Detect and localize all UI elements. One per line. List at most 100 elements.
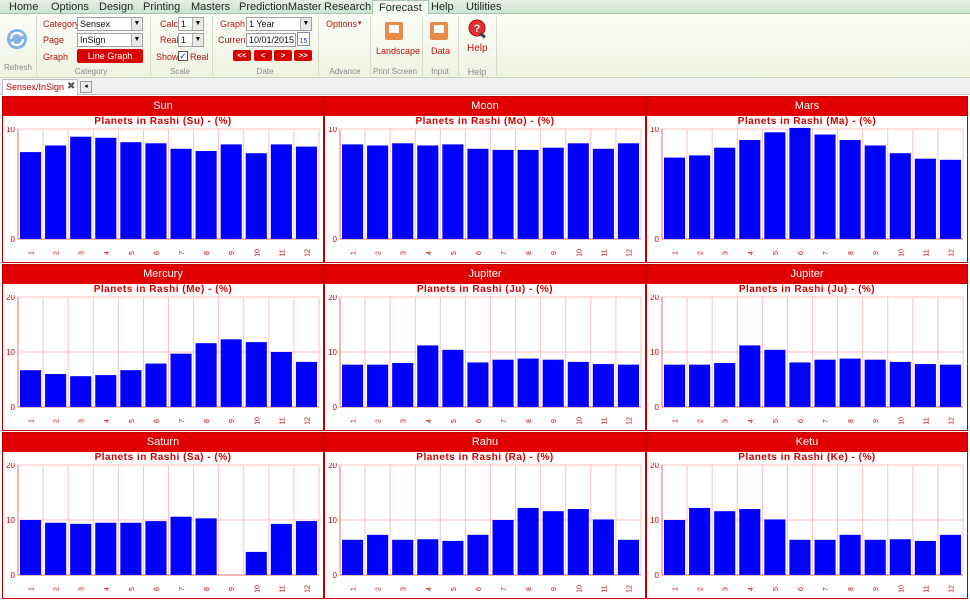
bar xyxy=(889,361,911,407)
calc-select[interactable]: 1 ▼ xyxy=(178,17,204,31)
document-tab-strip: Sensex/InSign ✖ ◂ xyxy=(0,78,970,95)
x-tick-label: 3 xyxy=(79,587,86,591)
bar xyxy=(839,358,861,407)
x-tick-label: 2 xyxy=(376,587,383,591)
x-tick-label: 5 xyxy=(451,251,458,255)
chart-panel-rahu: Rahu Planets in Rashi (Ra) - (%) 0 10 20 1 2… xyxy=(324,432,646,599)
x-tick-label: 11 xyxy=(923,417,930,424)
bar xyxy=(814,539,836,575)
bar xyxy=(789,539,811,575)
category-select[interactable]: Sensex ▼ xyxy=(77,17,143,31)
menu-home[interactable]: Home xyxy=(9,1,39,13)
x-tick-label: 10 xyxy=(254,417,261,425)
y-tick-label: 10 xyxy=(328,516,337,525)
menu-masters[interactable]: Masters xyxy=(191,1,231,13)
y-tick-label: 10 xyxy=(328,127,337,134)
bar xyxy=(270,352,292,407)
bar xyxy=(20,520,42,575)
bar xyxy=(814,134,836,239)
bar xyxy=(814,359,836,407)
x-tick-label: 6 xyxy=(154,251,161,255)
calendar-icon[interactable]: 15 xyxy=(297,32,310,46)
menu-research[interactable]: Research xyxy=(324,1,372,13)
tab-label: Sensex/InSign xyxy=(6,82,65,92)
nav-first-button[interactable]: << xyxy=(233,50,251,61)
y-tick-label: 10 xyxy=(6,516,15,525)
bar xyxy=(245,342,267,407)
close-icon[interactable]: ✖ xyxy=(67,81,76,92)
menu-options[interactable]: Options xyxy=(51,1,89,13)
bar xyxy=(542,511,564,575)
menu-help[interactable]: Help xyxy=(431,1,454,13)
refresh-icon xyxy=(7,29,27,49)
refresh-button[interactable] xyxy=(5,27,29,51)
y-tick-label: 20 xyxy=(650,295,659,302)
x-tick-label: 6 xyxy=(476,419,483,423)
bar xyxy=(342,539,364,575)
bar xyxy=(664,364,686,407)
x-tick-label: 8 xyxy=(848,587,855,591)
landscape-button[interactable]: Landscape xyxy=(376,46,421,56)
options-dropdown[interactable]: Options xyxy=(326,19,358,29)
bar xyxy=(417,145,439,239)
panel-title: Jupiter xyxy=(325,265,645,284)
x-tick-label: 12 xyxy=(948,585,955,593)
bar xyxy=(617,364,639,407)
bar xyxy=(367,145,389,239)
bar xyxy=(342,144,364,239)
x-tick-label: 1 xyxy=(29,587,36,591)
nav-next-button[interactable]: > xyxy=(274,50,292,61)
bar xyxy=(20,152,42,239)
x-tick-label: 5 xyxy=(773,419,780,423)
help-button[interactable]: Help xyxy=(467,43,488,54)
x-tick-label: 4 xyxy=(104,587,111,591)
real-select[interactable]: 1 ▼ xyxy=(178,33,204,47)
chart-panel-ketu: Ketu Planets in Rashi (Ke) - (%) 0 10 20 1 2… xyxy=(646,432,968,599)
menu-design[interactable]: Design xyxy=(99,1,134,13)
category-label: Category xyxy=(43,19,80,29)
current-date-field[interactable]: 10/01/2015 xyxy=(246,33,296,47)
chart-panel-moon: Moon Planets in Rashi (Mo) - (%) 0 10 1 2 3 4… xyxy=(324,96,646,263)
x-tick-label: 7 xyxy=(179,419,186,423)
chart-subtitle: Planets in Rashi (Sa) - (%) xyxy=(94,452,232,463)
y-tick-label: 10 xyxy=(650,516,659,525)
bar xyxy=(245,551,267,575)
nav-prev-button[interactable]: < xyxy=(254,50,272,61)
bar xyxy=(914,158,936,239)
category-select-value: Sensex xyxy=(80,19,111,29)
line-graph-button[interactable]: Line Graph xyxy=(77,49,143,63)
x-tick-label: 10 xyxy=(898,417,905,425)
x-tick-label: 1 xyxy=(673,251,680,255)
help-icon[interactable]: ? xyxy=(466,18,488,40)
menu-forecast[interactable]: Forecast xyxy=(372,0,429,15)
menu-printing[interactable]: Printing xyxy=(143,1,181,13)
calc-label: Calc xyxy=(160,19,179,29)
data-button[interactable]: Data xyxy=(431,46,451,56)
graph-period-select[interactable]: 1 Year ▼ xyxy=(246,17,312,31)
x-tick-label: 12 xyxy=(626,249,633,257)
y-tick-label: 10 xyxy=(328,348,337,357)
x-tick-label: 8 xyxy=(848,251,855,255)
bar xyxy=(442,144,464,239)
tab-scroll-button[interactable]: ◂ xyxy=(80,81,92,93)
y-tick-label: 20 xyxy=(328,463,337,470)
x-tick-label: 12 xyxy=(304,417,311,425)
show-real-checkbox[interactable]: ✓ xyxy=(178,51,188,61)
menu-bar: Home Options Design Printing Masters Pre… xyxy=(0,0,970,15)
menu-utilities[interactable]: Utilities xyxy=(466,1,502,13)
x-tick-label: 10 xyxy=(576,585,583,593)
nav-last-button[interactable]: >> xyxy=(294,50,312,61)
bar xyxy=(245,153,267,239)
page-select[interactable]: InSign ▼ xyxy=(77,33,143,47)
bar xyxy=(914,540,936,575)
x-tick-label: 11 xyxy=(601,249,608,256)
chart-subtitle: Planets in Rashi (Ra) - (%) xyxy=(416,452,554,463)
bar xyxy=(170,353,192,407)
menu-predictionmaster[interactable]: PredictionMaster xyxy=(239,1,322,13)
chart-subtitle: Planets in Rashi (Ma) - (%) xyxy=(737,116,877,127)
tab-sensex-insign[interactable]: Sensex/InSign ✖ xyxy=(2,79,78,95)
x-tick-label: 10 xyxy=(254,249,261,257)
